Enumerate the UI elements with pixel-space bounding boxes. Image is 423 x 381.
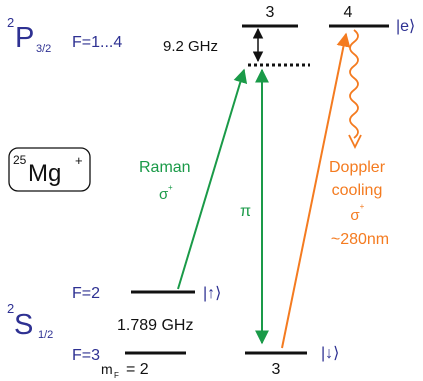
raman-beam-arrow <box>177 68 248 290</box>
ion-charge: + <box>75 153 83 168</box>
mf-value: = 2 <box>126 361 149 378</box>
upper-state-superscript: 2 <box>7 15 14 30</box>
ion-box <box>8 147 91 192</box>
doppler-polarization: σ <box>350 207 360 224</box>
raman-polarization-sup: + <box>168 183 173 192</box>
ion-mass-number: 25 <box>13 153 27 167</box>
down-state-ket: |↓⟩ <box>321 345 339 362</box>
up-state-ket: |↑⟩ <box>203 285 221 302</box>
ion-symbol: Mg <box>28 160 61 187</box>
detuning-label: 9.2 GHz <box>163 38 218 55</box>
excited-state-ket: |e⟩ <box>396 18 415 35</box>
doppler-label-line1: Doppler <box>329 159 386 176</box>
hyperfine-splitting-label: 1.789 GHz <box>117 317 193 334</box>
lower-state-term: S <box>14 309 33 341</box>
f3-label: F=3 <box>72 347 100 364</box>
lower-state-label: 2 S 1/2 <box>7 301 53 341</box>
doppler-polarization-sup: + <box>360 202 365 211</box>
doppler-wavelength: ~280nm <box>331 231 389 248</box>
lower-state-superscript: 2 <box>7 301 14 316</box>
doppler-label-line2: cooling <box>332 182 383 199</box>
upper-state-term: P <box>15 22 34 54</box>
pi-label: π <box>240 203 251 220</box>
lower-state-subscript: 1/2 <box>38 329 53 341</box>
decay-arrowhead <box>348 134 362 150</box>
raman-label: Raman <box>139 159 191 176</box>
level-p-f3-label: 3 <box>266 4 275 21</box>
upper-state-label: 2 P 3/2 F=1...4 <box>7 15 122 55</box>
raman-polarization: σ <box>159 186 169 203</box>
upper-state-f-range: F=1...4 <box>72 34 122 51</box>
level-p-f4-label: 4 <box>344 4 353 21</box>
upper-state-subscript: 3/2 <box>36 43 51 55</box>
mf-prefix: m <box>101 361 113 377</box>
doppler-beam-arrow <box>281 32 351 349</box>
f2-label: F=2 <box>72 285 100 302</box>
bottom-level-label: 3 <box>272 361 281 378</box>
mf-subscript: F <box>114 371 119 380</box>
spontaneous-decay-wavy-arrow <box>349 29 359 139</box>
